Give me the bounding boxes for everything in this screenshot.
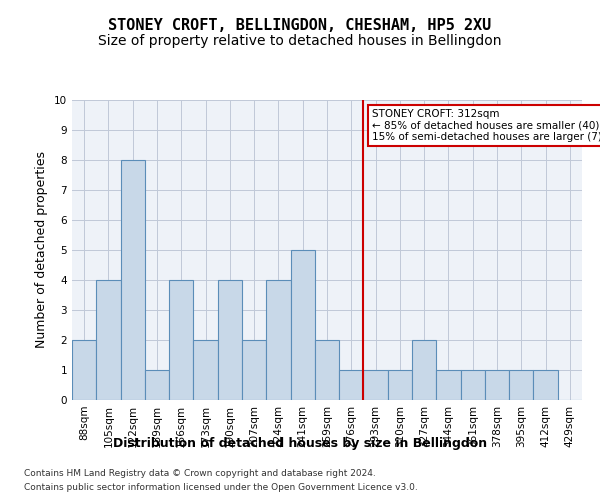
Text: STONEY CROFT, BELLINGDON, CHESHAM, HP5 2XU: STONEY CROFT, BELLINGDON, CHESHAM, HP5 2… [109,18,491,32]
Bar [339,370,364,400]
Text: Contains public sector information licensed under the Open Government Licence v3: Contains public sector information licen… [24,484,418,492]
Bar [169,280,193,400]
Bar [290,250,315,400]
Bar [121,160,145,400]
Bar [72,340,96,400]
Bar [266,280,290,400]
Text: Contains HM Land Registry data © Crown copyright and database right 2024.: Contains HM Land Registry data © Crown c… [24,468,376,477]
Bar [533,370,558,400]
Bar [412,340,436,400]
Bar [218,280,242,400]
Bar [509,370,533,400]
Bar [388,370,412,400]
Bar [96,280,121,400]
Text: Distribution of detached houses by size in Bellingdon: Distribution of detached houses by size … [113,438,487,450]
Text: Size of property relative to detached houses in Bellingdon: Size of property relative to detached ho… [98,34,502,48]
Bar [436,370,461,400]
Y-axis label: Number of detached properties: Number of detached properties [35,152,49,348]
Bar [485,370,509,400]
Bar [461,370,485,400]
Bar [242,340,266,400]
Text: STONEY CROFT: 312sqm
← 85% of detached houses are smaller (40)
15% of semi-detac: STONEY CROFT: 312sqm ← 85% of detached h… [372,109,600,142]
Bar [145,370,169,400]
Bar [364,370,388,400]
Bar [193,340,218,400]
Bar [315,340,339,400]
